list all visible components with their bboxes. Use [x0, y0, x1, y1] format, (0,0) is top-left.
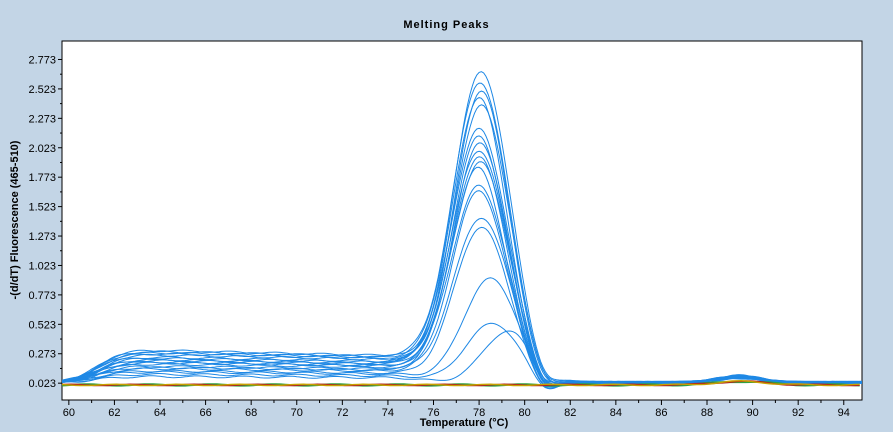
y-tick-label: 1.023: [28, 260, 56, 272]
x-tick-label: 80: [519, 407, 531, 419]
x-tick-label: 76: [427, 407, 439, 419]
x-tick-label: 86: [655, 407, 667, 419]
plot-area: [61, 40, 863, 401]
x-tick-label: 74: [382, 407, 394, 419]
x-tick-label: 88: [701, 407, 713, 419]
x-tick-label: 70: [291, 407, 303, 419]
y-tick-label: 0.773: [28, 290, 56, 302]
x-tick-label: 90: [746, 407, 758, 419]
y-tick-label: 2.023: [28, 143, 56, 155]
series-line: [62, 190, 862, 388]
x-tick-label: 78: [473, 407, 485, 419]
x-tick-label: 62: [108, 407, 120, 419]
x-tick-label: 82: [564, 407, 576, 419]
y-tick-label: 0.023: [28, 378, 56, 390]
x-axis: 60 62 64 66 68 70 72 74 76 78 80 82 84 86 88 90 92 94: [63, 400, 850, 419]
series-line: [62, 330, 862, 384]
series-line: [62, 322, 862, 390]
x-tick-label: 84: [610, 407, 622, 419]
y-tick-label: 1.523: [28, 202, 56, 214]
x-tick-label: 60: [63, 407, 75, 419]
x-tick-label: 94: [838, 407, 850, 419]
chart-title: Melting Peaks: [403, 19, 490, 31]
x-tick-label: 72: [336, 407, 348, 419]
y-tick-label: 2.273: [28, 113, 56, 125]
y-axis: 0.023 0.273 0.523 0.773 1.023 1.273 1.523 1.773…: [28, 54, 62, 390]
x-axis-label: Temperature (°C): [420, 417, 509, 429]
y-tick-label: 0.273: [28, 349, 56, 361]
baseline-series-line: [62, 379, 860, 387]
y-tick-label: 2.523: [28, 84, 56, 96]
y-tick-label: 0.523: [28, 319, 56, 331]
y-tick-label: 1.773: [28, 172, 56, 184]
x-tick-label: 64: [154, 407, 166, 419]
y-axis-label: -(d/dT) Fluorescence (465-510): [9, 140, 21, 299]
x-tick-label: 68: [245, 407, 257, 419]
series-group: [62, 71, 862, 390]
y-tick-label: 2.773: [28, 54, 56, 66]
x-tick-label: 66: [199, 407, 211, 419]
y-tick-label: 1.273: [28, 231, 56, 243]
x-tick-label: 92: [792, 407, 804, 419]
